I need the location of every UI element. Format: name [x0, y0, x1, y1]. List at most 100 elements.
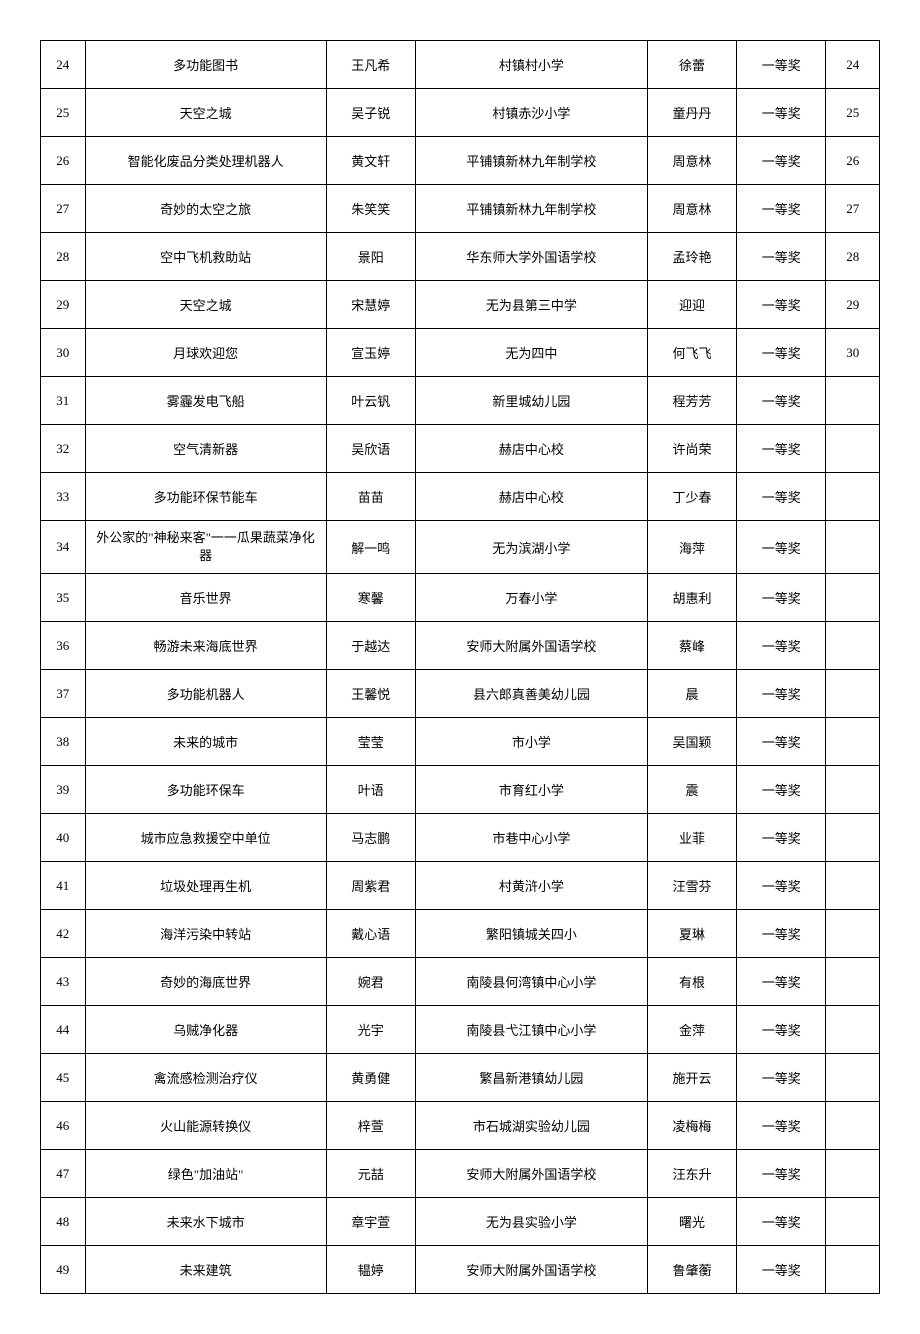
- cell-teacher: 鲁肇蘅: [647, 1246, 736, 1294]
- cell-title: 空气清新器: [85, 425, 326, 473]
- cell-num: [826, 377, 880, 425]
- cell-school: 无为滨湖小学: [415, 521, 647, 574]
- cell-index: 44: [41, 1006, 86, 1054]
- cell-num: 28: [826, 233, 880, 281]
- cell-index: 34: [41, 521, 86, 574]
- cell-school: 无为县实验小学: [415, 1198, 647, 1246]
- cell-award: 一等奖: [737, 233, 826, 281]
- cell-award: 一等奖: [737, 185, 826, 233]
- cell-name: 梓萱: [326, 1102, 415, 1150]
- table-row: 24多功能图书王凡希村镇村小学徐蕾一等奖24: [41, 41, 880, 89]
- cell-index: 47: [41, 1150, 86, 1198]
- cell-teacher: 汪雪芬: [647, 862, 736, 910]
- cell-award: 一等奖: [737, 1246, 826, 1294]
- table-row: 42海洋污染中转站戴心语繁阳镇城关四小夏琳一等奖: [41, 910, 880, 958]
- cell-award: 一等奖: [737, 89, 826, 137]
- cell-index: 35: [41, 574, 86, 622]
- cell-name: 王凡希: [326, 41, 415, 89]
- table-row: 48未来水下城市章宇萱无为县实验小学曙光一等奖: [41, 1198, 880, 1246]
- cell-name: 光宇: [326, 1006, 415, 1054]
- cell-num: [826, 1054, 880, 1102]
- table-row: 28空中飞机救助站景阳华东师大学外国语学校孟玲艳一等奖28: [41, 233, 880, 281]
- cell-num: [826, 521, 880, 574]
- cell-teacher: 周意林: [647, 137, 736, 185]
- cell-num: 30: [826, 329, 880, 377]
- cell-award: 一等奖: [737, 910, 826, 958]
- table-row: 39多功能环保车叶语市育红小学震一等奖: [41, 766, 880, 814]
- cell-award: 一等奖: [737, 1054, 826, 1102]
- cell-name: 苗苗: [326, 473, 415, 521]
- cell-num: [826, 622, 880, 670]
- cell-school: 赫店中心校: [415, 425, 647, 473]
- cell-title: 城市应急救援空中单位: [85, 814, 326, 862]
- cell-award: 一等奖: [737, 670, 826, 718]
- cell-num: [826, 718, 880, 766]
- cell-teacher: 施开云: [647, 1054, 736, 1102]
- cell-num: [826, 1198, 880, 1246]
- cell-name: 吴子锐: [326, 89, 415, 137]
- cell-title: 多功能机器人: [85, 670, 326, 718]
- table-row: 45禽流感检测治疗仪黄勇健繁昌新港镇幼儿园施开云一等奖: [41, 1054, 880, 1102]
- cell-index: 49: [41, 1246, 86, 1294]
- cell-award: 一等奖: [737, 766, 826, 814]
- cell-index: 41: [41, 862, 86, 910]
- cell-teacher: 夏琳: [647, 910, 736, 958]
- table-row: 38未来的城市莹莹市小学吴国颖一等奖: [41, 718, 880, 766]
- cell-title: 未来的城市: [85, 718, 326, 766]
- table-row: 44乌贼净化器光宇南陵县弋江镇中心小学金萍一等奖: [41, 1006, 880, 1054]
- cell-name: 叶云钒: [326, 377, 415, 425]
- cell-award: 一等奖: [737, 377, 826, 425]
- cell-name: 宋慧婷: [326, 281, 415, 329]
- table-row: 47绿色"加油站"元喆安师大附属外国语学校汪东升一等奖: [41, 1150, 880, 1198]
- cell-title: 垃圾处理再生机: [85, 862, 326, 910]
- cell-title: 绿色"加油站": [85, 1150, 326, 1198]
- cell-name: 章宇萱: [326, 1198, 415, 1246]
- cell-index: 46: [41, 1102, 86, 1150]
- cell-num: 27: [826, 185, 880, 233]
- cell-title: 未来水下城市: [85, 1198, 326, 1246]
- cell-title: 天空之城: [85, 281, 326, 329]
- cell-teacher: 吴国颖: [647, 718, 736, 766]
- cell-index: 29: [41, 281, 86, 329]
- cell-school: 安师大附属外国语学校: [415, 1150, 647, 1198]
- cell-school: 市石城湖实验幼儿园: [415, 1102, 647, 1150]
- cell-school: 市巷中心小学: [415, 814, 647, 862]
- cell-title: 奇妙的海底世界: [85, 958, 326, 1006]
- cell-name: 黄勇健: [326, 1054, 415, 1102]
- table-row: 46火山能源转换仪梓萱市石城湖实验幼儿园凌梅梅一等奖: [41, 1102, 880, 1150]
- cell-index: 37: [41, 670, 86, 718]
- table-row: 30月球欢迎您宣玉婷无为四中何飞飞一等奖30: [41, 329, 880, 377]
- cell-teacher: 徐蕾: [647, 41, 736, 89]
- cell-index: 36: [41, 622, 86, 670]
- cell-title: 天空之城: [85, 89, 326, 137]
- cell-index: 30: [41, 329, 86, 377]
- cell-title: 外公家的"神秘来客"一一瓜果蔬菜净化器: [85, 521, 326, 574]
- cell-index: 27: [41, 185, 86, 233]
- cell-index: 43: [41, 958, 86, 1006]
- cell-school: 市育红小学: [415, 766, 647, 814]
- cell-title: 智能化废品分类处理机器人: [85, 137, 326, 185]
- cell-num: [826, 1102, 880, 1150]
- cell-name: 宣玉婷: [326, 329, 415, 377]
- awards-table: 24多功能图书王凡希村镇村小学徐蕾一等奖2425天空之城吴子锐村镇赤沙小学童丹丹…: [40, 40, 880, 1294]
- cell-name: 寒馨: [326, 574, 415, 622]
- cell-index: 32: [41, 425, 86, 473]
- cell-name: 元喆: [326, 1150, 415, 1198]
- cell-title: 多功能环保车: [85, 766, 326, 814]
- cell-school: 平铺镇新林九年制学校: [415, 137, 647, 185]
- cell-teacher: 有根: [647, 958, 736, 1006]
- table-row: 40城市应急救援空中单位马志鹏市巷中心小学业菲一等奖: [41, 814, 880, 862]
- cell-award: 一等奖: [737, 622, 826, 670]
- cell-award: 一等奖: [737, 958, 826, 1006]
- cell-num: [826, 473, 880, 521]
- cell-title: 火山能源转换仪: [85, 1102, 326, 1150]
- cell-school: 新里城幼儿园: [415, 377, 647, 425]
- cell-num: [826, 910, 880, 958]
- table-row: 27奇妙的太空之旅朱笑笑平铺镇新林九年制学校周意林一等奖27: [41, 185, 880, 233]
- table-row: 34外公家的"神秘来客"一一瓜果蔬菜净化器解一鸣无为滨湖小学海萍一等奖: [41, 521, 880, 574]
- cell-award: 一等奖: [737, 718, 826, 766]
- cell-title: 未来建筑: [85, 1246, 326, 1294]
- cell-teacher: 曙光: [647, 1198, 736, 1246]
- cell-name: 吴欣语: [326, 425, 415, 473]
- cell-num: [826, 1246, 880, 1294]
